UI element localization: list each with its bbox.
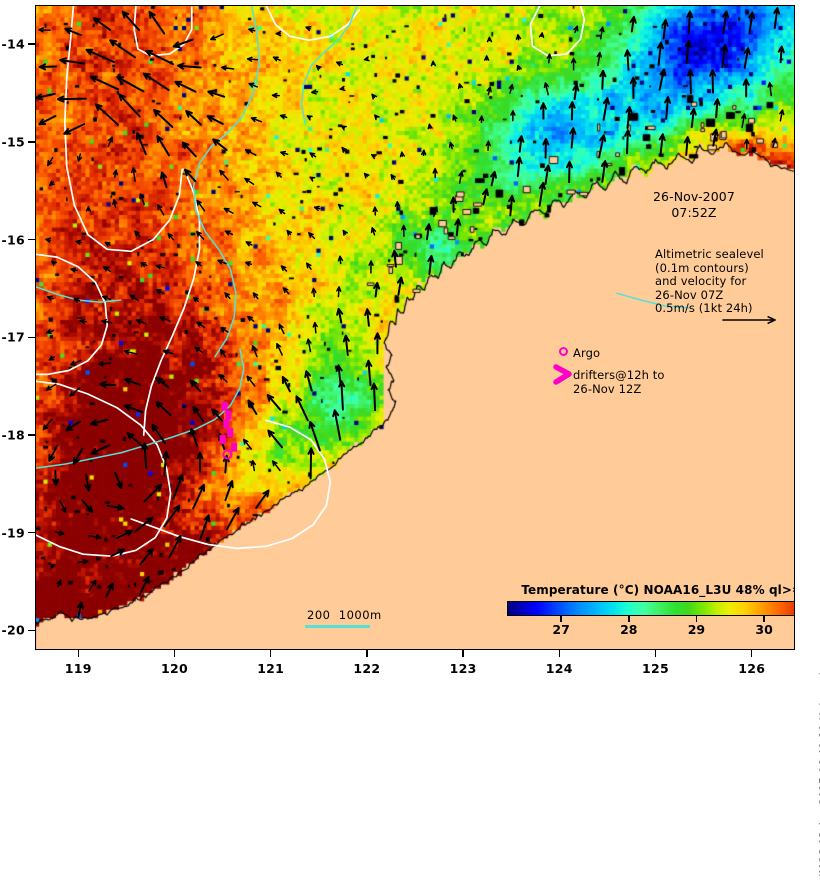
drifter-marker [231,442,238,452]
y-tick-label: -17 [1,329,25,345]
x-tick-label: 126 [738,661,766,676]
sst-raster [35,5,795,650]
colorbar-tick-label: 27 [552,622,570,637]
drifter-marker [223,419,230,429]
y-tick-mark [28,531,35,534]
x-tick-label: 121 [257,661,285,676]
colorbar-tick-label: 28 [620,622,638,637]
argo-legend-label: Argo [573,346,601,360]
drifters-legend-marker-icon [553,364,572,385]
x-tick-mark [173,650,176,657]
colorbar-gradient [507,601,795,616]
altimetric-legend-text: Altimetric sealevel (0.1m contours) and … [655,247,764,316]
drifter-marker [225,410,232,420]
x-tick-label: 124 [545,661,573,676]
figure-root: 26-Nov-2007 07:52Z Altimetric sealevel (… [1,5,820,891]
bathymetry-scale-label: 200 1000m [307,608,382,622]
y-tick-mark [28,43,35,45]
y-tick-mark [28,434,35,436]
y-tick-mark [28,336,35,339]
velocity-arrows [35,7,785,618]
argo-marker [222,449,233,460]
x-tick-mark [750,650,753,657]
y-tick-label: -14 [1,36,25,52]
y-tick-mark [28,238,35,241]
velocity-reference-arrow [722,316,776,324]
y-tick-label: -16 [1,232,25,248]
y-tick-label: -20 [1,622,25,638]
x-tick-label: 125 [642,661,669,676]
x-tick-mark [366,650,368,657]
drifters-legend-label: drifters@12h to 26-Nov 12Z [573,368,665,396]
bathymetry-scale-line [305,625,370,628]
colorbar-tick-mark [695,616,698,622]
y-tick-label: -18 [1,427,25,443]
drifter-marker [221,401,228,411]
colorbar-tick-label: 29 [687,622,706,637]
map-overlay [35,5,785,618]
sealevel-contours [35,5,586,558]
x-tick-label: 123 [449,661,477,676]
bathymetry-contours [35,5,690,469]
colorbar-tick-label: 30 [755,622,773,637]
colorbar-tick-mark [628,616,630,622]
datestamp-annotation: 26-Nov-2007 07:52Z [653,189,735,220]
x-tick-label: 122 [353,661,381,676]
colorbar-title: Temperature (°C) NOAA16_L3U 48% ql>=2 [521,583,795,597]
colorbar-tick-mark [763,616,765,622]
x-tick-label: 120 [160,661,188,676]
argo-legend-marker-icon [559,347,568,356]
x-tick-label: 119 [64,661,92,676]
drifter-marker [219,434,226,444]
x-tick-mark [462,650,464,657]
x-tick-mark [77,650,80,657]
map-plot-area: 26-Nov-2007 07:52Z Altimetric sealevel (… [35,5,795,650]
y-tick-label: -15 [1,134,25,150]
colorbar [507,601,795,616]
y-tick-mark [28,629,35,632]
x-tick-mark [558,650,561,657]
x-tick-mark [269,650,272,657]
x-tick-mark [654,650,657,657]
y-tick-mark [28,141,35,143]
y-tick-label: -19 [1,525,25,541]
drifter-marker [227,428,234,438]
float-markers [219,401,238,460]
colorbar-tick-mark [560,616,562,622]
